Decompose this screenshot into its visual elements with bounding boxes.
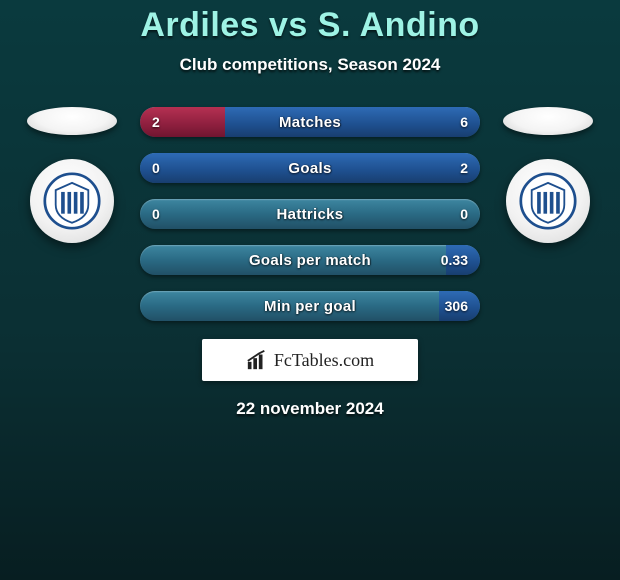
source-logo: FcTables.com	[202, 339, 418, 381]
stat-bar: 306Min per goal	[140, 291, 480, 321]
bar-label: Hattricks	[140, 199, 480, 229]
stat-bar: 26Matches	[140, 107, 480, 137]
stat-bar: 0.33Goals per match	[140, 245, 480, 275]
date-text: 22 november 2024	[0, 399, 620, 419]
shield-icon	[519, 172, 577, 230]
bar-label: Min per goal	[140, 291, 480, 321]
shield-icon	[43, 172, 101, 230]
crest-left	[30, 159, 114, 243]
subtitle: Club competitions, Season 2024	[0, 55, 620, 75]
stat-bar: 00Hattricks	[140, 199, 480, 229]
page-title: Ardiles vs S. Andino	[0, 6, 620, 45]
bar-label: Goals per match	[140, 245, 480, 275]
crest-right	[506, 159, 590, 243]
chart-icon	[246, 349, 268, 371]
bar-label: Goals	[140, 153, 480, 183]
right-side	[498, 107, 598, 243]
left-side	[22, 107, 122, 243]
source-logo-text: FcTables.com	[274, 350, 374, 371]
player-right-oval	[503, 107, 593, 135]
bar-label: Matches	[140, 107, 480, 137]
stat-bars: 26Matches 02Goals 00Hattricks 0.33Goals per…	[140, 107, 480, 321]
stat-bar: 02Goals	[140, 153, 480, 183]
player-left-oval	[27, 107, 117, 135]
comparison-row: 26Matches 02Goals 00Hattricks 0.33Goals per…	[0, 107, 620, 321]
